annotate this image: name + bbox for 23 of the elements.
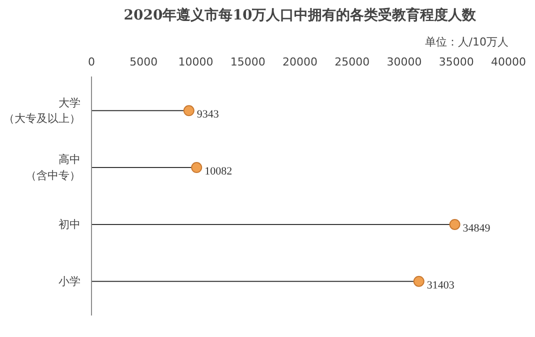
- y-tick-label: 大学（大专及以上）: [4, 96, 80, 125]
- point: [183, 105, 194, 116]
- x-tick-label: 15000: [230, 56, 266, 68]
- x-tick-label: 5000: [130, 56, 158, 68]
- data-label: 9343: [196, 108, 220, 121]
- x-tick-label: 35000: [438, 56, 474, 68]
- x-tick-label: 40000: [491, 56, 526, 68]
- y-tick-label: 初中: [58, 218, 80, 231]
- data-label: 10082: [204, 166, 232, 178]
- point: [449, 218, 460, 230]
- x-tick-label: 0: [88, 56, 95, 68]
- x-tick-label: 20000: [282, 56, 318, 68]
- data-label: 31403: [426, 279, 455, 292]
- x-tick-label: 25000: [334, 56, 370, 68]
- y-tick-label: 高中（含中专）: [26, 153, 80, 182]
- x-tick-label: 10000: [178, 56, 214, 68]
- y-tick-label: 小学: [58, 274, 80, 288]
- point: [191, 162, 202, 174]
- x-tick-label: 30000: [386, 56, 422, 68]
- chart-title: 2020年遵义市每10万人口中拥有的各类受教育程度人数: [124, 6, 478, 24]
- data-label: 34849: [462, 222, 491, 234]
- point: [413, 276, 424, 287]
- chart-subtitle: 单位：人/10万人: [424, 36, 508, 48]
